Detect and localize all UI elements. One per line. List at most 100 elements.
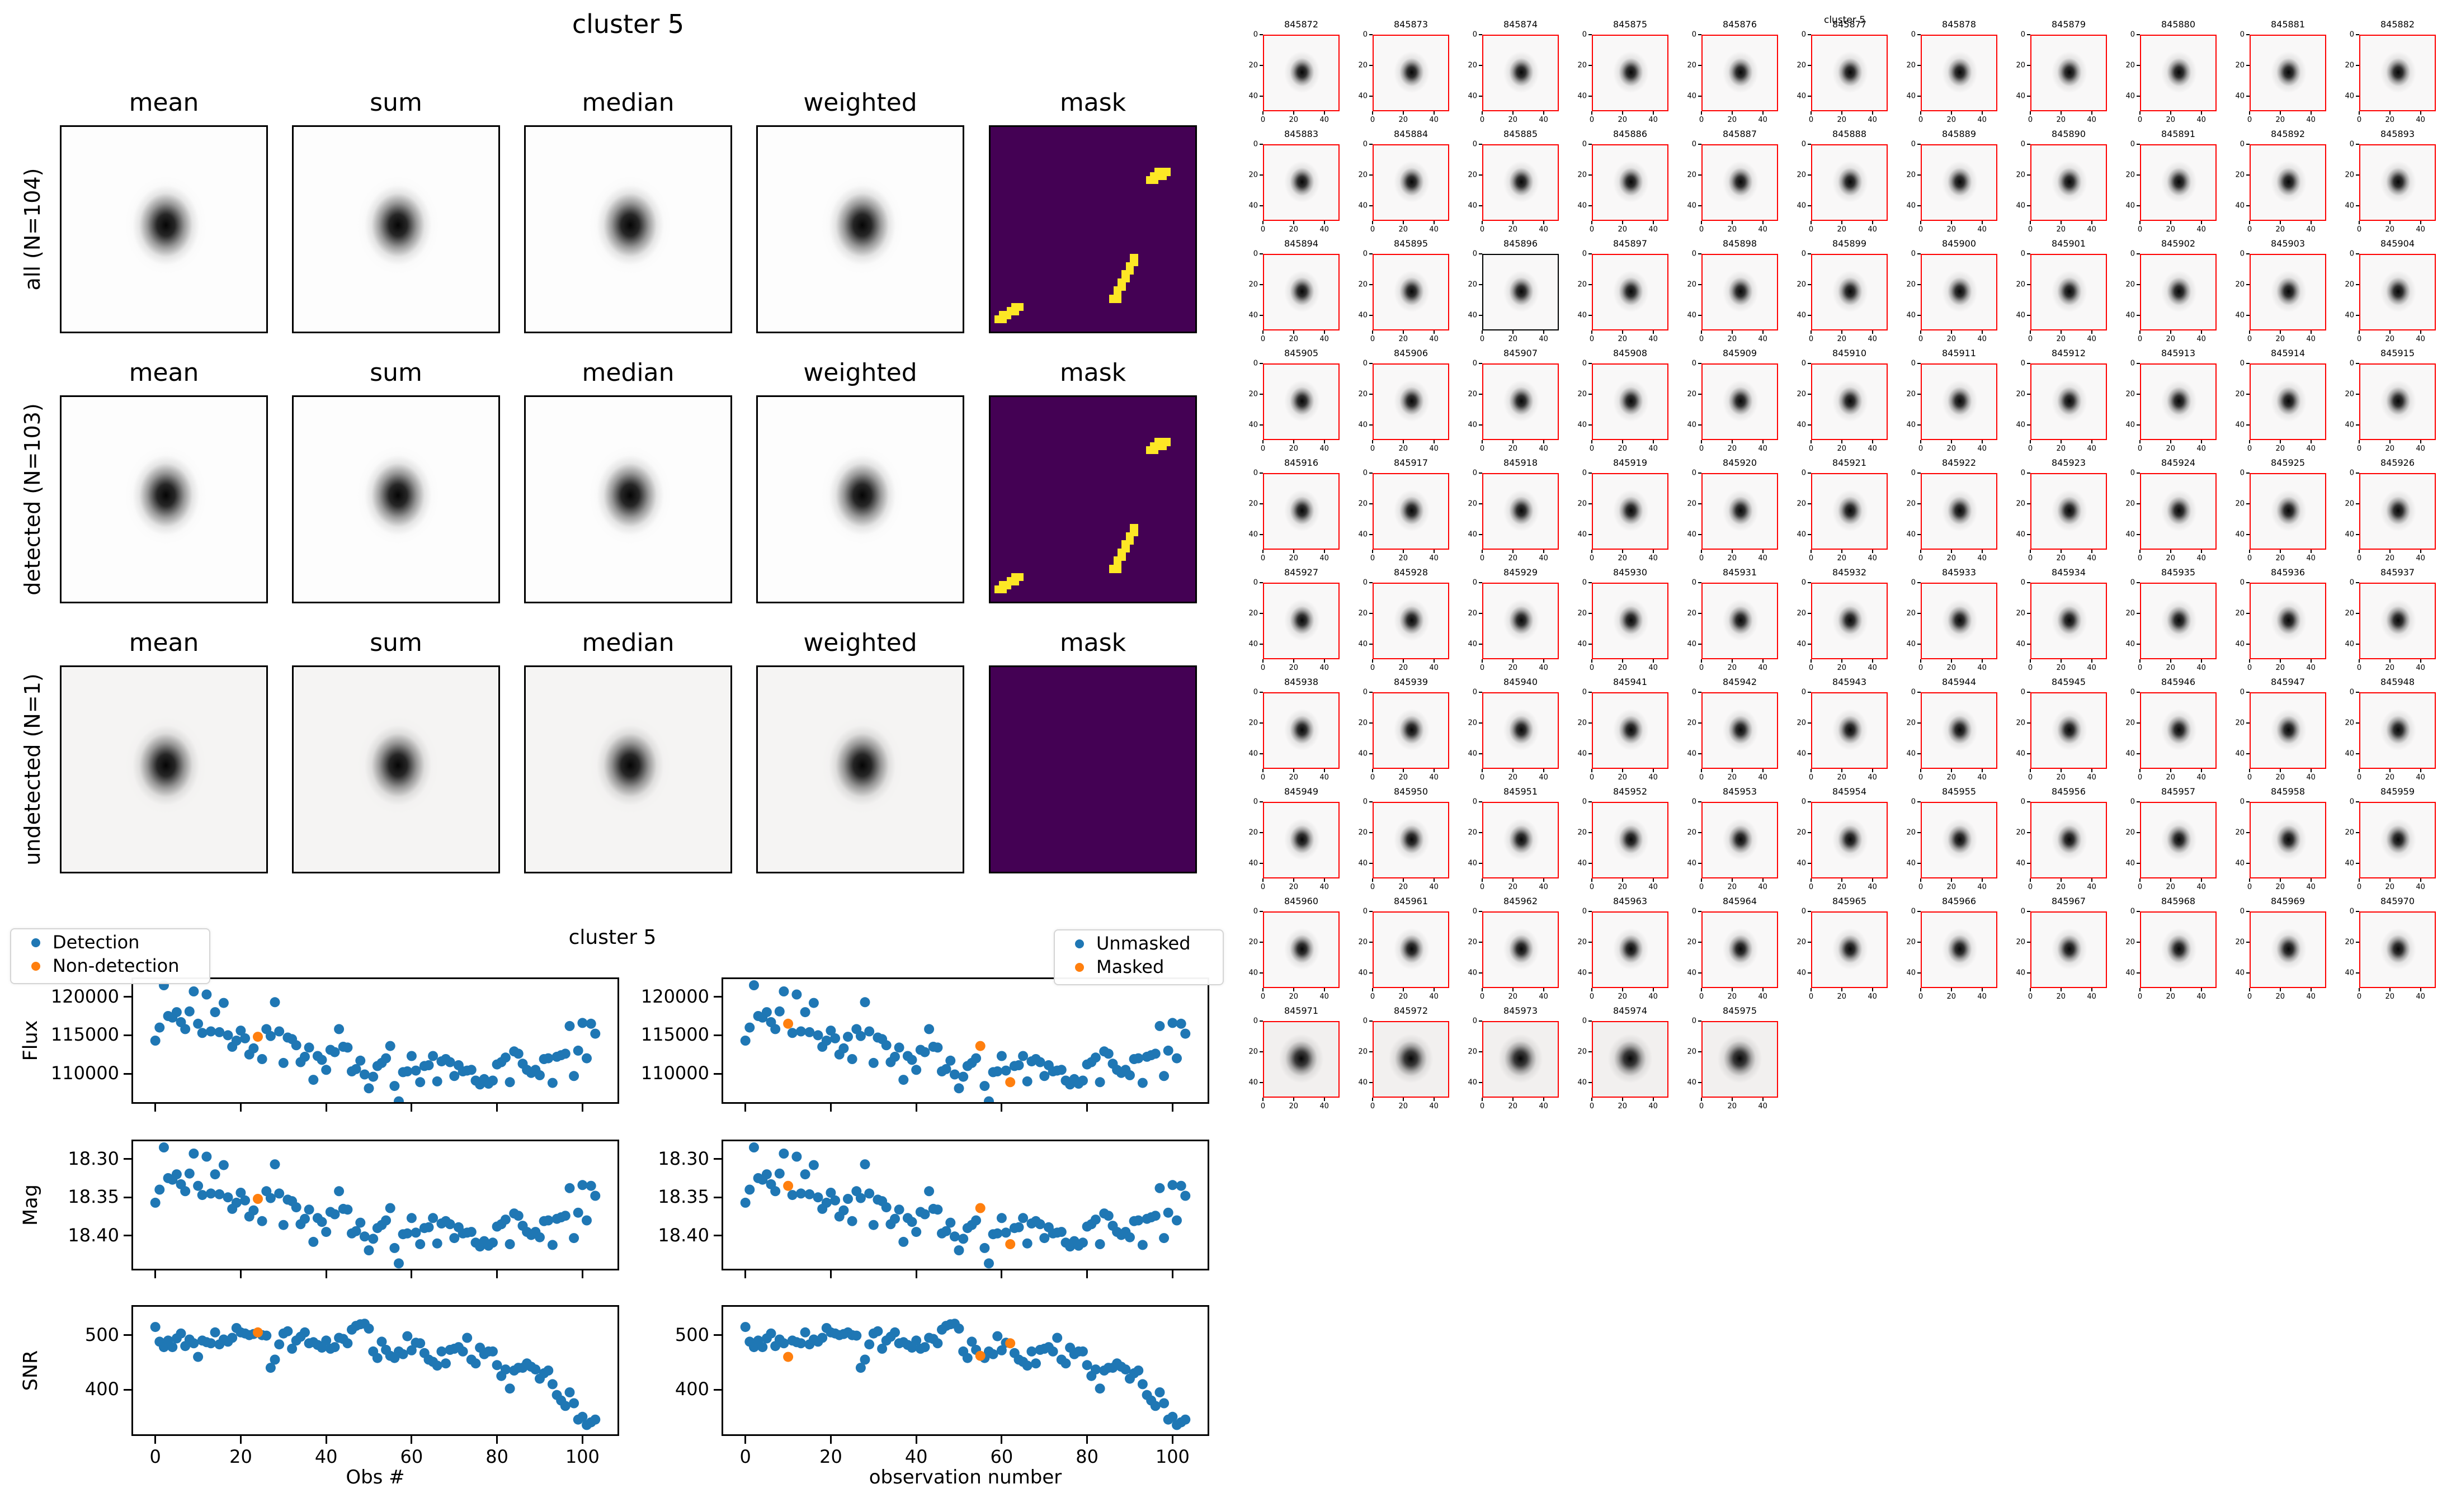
scatter-point — [248, 1205, 259, 1216]
stamp-panel — [1373, 473, 1449, 550]
stamp-y-tick-mark — [1479, 472, 1482, 474]
stamp-panel — [1263, 254, 1340, 330]
stamp-star-blob — [1483, 1022, 1558, 1097]
cutouts-row-label-all: all (N=104) — [20, 168, 45, 291]
stamp-y-tick-label: 20 — [1468, 719, 1477, 727]
stamp-y-tick-mark — [2027, 503, 2030, 504]
stamp-y-tick-label: 20 — [1577, 719, 1587, 727]
stamp-x-tick-mark — [2420, 659, 2421, 663]
scatter-point — [1103, 1211, 1114, 1221]
stamp-x-tick-mark — [2359, 878, 2360, 882]
scatter-point — [235, 1026, 246, 1036]
mask-flag-cell — [998, 315, 1007, 324]
y-tick-label: 18.40 — [68, 1225, 119, 1246]
scatter-point — [535, 1070, 545, 1080]
stamp-x-tick-label: 20 — [2275, 773, 2285, 782]
stamp-x-tick-mark — [1920, 988, 1921, 991]
stamp-star-blob — [1264, 255, 1338, 329]
stamp-y-tick-label: 20 — [1797, 828, 1806, 837]
stamp-y-tick-mark — [1479, 1081, 1482, 1083]
stamp-y-tick-mark — [1917, 972, 1921, 974]
stamp-y-tick-label: 20 — [1687, 61, 1696, 70]
scatter-point — [830, 1195, 841, 1206]
x-tick-mark — [744, 1436, 747, 1444]
stamp-panel — [1592, 35, 1668, 111]
scatter-point — [954, 1245, 964, 1255]
stamp-x-tick-label: 0 — [1808, 225, 1814, 234]
stamp-title: 845932 — [1832, 567, 1867, 578]
stamp-y-tick-mark — [1369, 1020, 1373, 1022]
stamp-y-tick-label: 20 — [1358, 828, 1368, 837]
stamp-y-tick-mark — [2246, 64, 2250, 66]
stamp-y-tick-mark — [1917, 284, 1921, 285]
stamp-y-tick-label: 0 — [1911, 688, 1916, 697]
scatter-point — [868, 1220, 879, 1230]
scatter-point — [1125, 1070, 1135, 1080]
stamp-x-tick-label: 20 — [1727, 554, 1737, 563]
stamp-x-tick-label: 40 — [2087, 993, 2096, 1001]
scatter-point — [860, 1354, 870, 1365]
stamp-y-tick-mark — [1698, 1020, 1701, 1022]
stamp-star-blob — [2251, 145, 2325, 220]
stamp-panel — [2140, 363, 2217, 440]
stamp-y-tick-mark — [1698, 1051, 1701, 1052]
stamp-title: 845942 — [1722, 677, 1757, 687]
stamp-y-tick-mark — [1260, 533, 1263, 535]
stamp-title: 845918 — [1503, 457, 1538, 468]
stamp-x-tick-mark — [2310, 988, 2312, 991]
stamp-panel — [2030, 35, 2107, 111]
stamp-x-tick-label: 20 — [1618, 773, 1628, 782]
stamp-x-tick-label: 40 — [1648, 445, 1658, 453]
scatter-point — [389, 1081, 400, 1092]
scatter-point — [1022, 1360, 1033, 1371]
stamp-y-tick-label: 0 — [2130, 688, 2135, 697]
stamp-y-tick-mark — [1698, 34, 1701, 35]
stamp-y-tick-label: 0 — [2240, 797, 2245, 806]
stamp-title: 845925 — [2270, 457, 2306, 468]
stamp-panel — [2030, 583, 2107, 659]
stamp-title: 845904 — [2380, 238, 2415, 249]
stamp-y-tick-label: 20 — [1577, 171, 1587, 179]
stamp-y-tick-label: 20 — [2125, 938, 2135, 947]
stamp-y-tick-mark — [1808, 95, 1811, 97]
stamp-y-tick-mark — [1588, 503, 1592, 504]
stamp-y-tick-label: 40 — [2235, 530, 2245, 539]
stamp-y-tick-label: 20 — [2125, 171, 2135, 179]
cutout-stamp-panel — [756, 665, 964, 873]
stamp-y-tick-mark — [2027, 144, 2030, 145]
stamp-y-tick-mark — [1917, 753, 1921, 754]
stamp-y-tick-label: 0 — [1362, 140, 1368, 149]
stamp-x-tick-label: 40 — [1868, 445, 1877, 453]
stamp-x-tick-label: 20 — [1398, 664, 1408, 672]
scatter-point — [843, 1194, 853, 1204]
star-blob — [758, 397, 963, 602]
stamp-x-tick-label: 40 — [1758, 445, 1767, 453]
stamp-x-tick-mark — [1652, 111, 1654, 115]
stamp-y-tick-label: 40 — [1358, 749, 1368, 758]
stamp-title: 845917 — [1393, 457, 1428, 468]
stamp-y-tick-label: 20 — [1358, 61, 1368, 70]
scatter-point — [317, 1055, 327, 1065]
stamp-y-tick-label: 20 — [2125, 280, 2135, 289]
scatter-point — [1056, 1227, 1067, 1237]
stamp-y-tick-label: 0 — [1801, 359, 1806, 368]
stamp-x-tick-label: 20 — [2056, 225, 2066, 234]
stamp-x-tick-label: 0 — [1479, 116, 1485, 124]
stamp-x-tick-label: 0 — [1699, 993, 1704, 1001]
stamp-x-tick-label: 20 — [2385, 993, 2395, 1001]
stamp-x-tick-label: 0 — [1918, 554, 1923, 563]
scatter-point — [372, 1353, 383, 1363]
stamp-x-tick-label: 40 — [1429, 554, 1439, 563]
stamp-y-tick-mark — [2027, 972, 2030, 974]
y-tick-label: 110000 — [50, 1062, 119, 1084]
stamp-x-tick-mark — [2030, 769, 2031, 772]
stamp-star-blob — [1812, 584, 1887, 658]
stamp-x-tick-label: 40 — [1539, 883, 1548, 891]
x-tick-label: 0 — [149, 1446, 161, 1467]
stamp-y-tick-mark — [1260, 253, 1263, 254]
stamp-x-tick-mark — [1482, 111, 1483, 115]
stamp-x-tick-mark — [1731, 769, 1733, 772]
stamp-x-tick-mark — [1871, 878, 1873, 882]
stamp-title: 845928 — [1393, 567, 1428, 578]
stamp-x-tick-mark — [1262, 878, 1263, 882]
